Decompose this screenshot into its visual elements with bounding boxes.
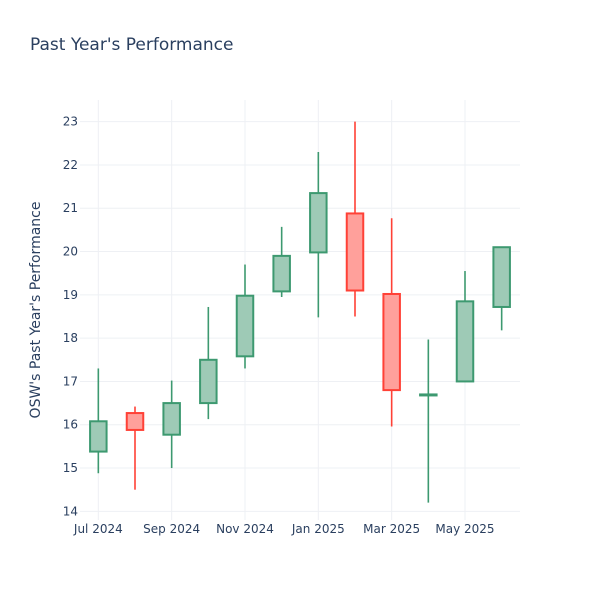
y-tick-label: 23 [63, 115, 78, 129]
candle-layer [89, 121, 511, 503]
candle-decreasing [345, 121, 365, 317]
candle-increasing [162, 380, 181, 469]
candle-increasing [89, 368, 108, 474]
candle-decreasing [382, 218, 401, 427]
y-tick-label: 21 [63, 201, 78, 215]
candle-body [272, 254, 291, 293]
candle-increasing [309, 151, 328, 318]
chart-title: Past Year's Performance [30, 35, 234, 55]
candle-body [162, 402, 181, 436]
candle-body [309, 192, 328, 254]
candle-body [492, 246, 511, 308]
y-tick-label: 18 [63, 331, 78, 345]
y-tick-label: 20 [63, 245, 78, 259]
x-tick-label: Mar 2025 [363, 522, 420, 536]
x-tick-label: May 2025 [435, 522, 494, 536]
candle-increasing [272, 226, 291, 298]
x-tick-label: Jul 2024 [73, 522, 123, 536]
x-tick-label: Nov 2024 [216, 522, 274, 536]
y-axis-label: OSW's Past Year's Performance [28, 202, 44, 419]
candle-body [235, 294, 255, 358]
candle-body [419, 393, 438, 397]
y-tick-label: 19 [63, 288, 78, 302]
candle-increasing [492, 246, 511, 331]
candle-body [345, 212, 365, 292]
y-tick-label: 22 [63, 158, 78, 172]
candle-body [125, 412, 145, 431]
candle-body [89, 420, 108, 453]
tick-layer: 14 15 16 17 18 19 20 21 22 23 Jul 2024 Sep 2024 Nov … [63, 115, 495, 536]
y-tick-label: 17 [63, 374, 78, 388]
y-tick-label: 16 [63, 418, 78, 432]
y-tick-label: 15 [63, 461, 78, 475]
candle-increasing [419, 339, 438, 503]
y-tick-label: 14 [63, 504, 78, 518]
candle-body [382, 292, 401, 392]
x-tick-label: Sep 2024 [143, 522, 200, 536]
candle-decreasing [125, 406, 145, 490]
candle-body [199, 358, 218, 405]
x-tick-label: Jan 2025 [291, 522, 345, 536]
candle-increasing [199, 306, 218, 420]
candle-increasing [235, 264, 255, 369]
candle-body [455, 300, 475, 383]
grid-layer [80, 100, 520, 520]
candle-increasing [455, 271, 475, 383]
